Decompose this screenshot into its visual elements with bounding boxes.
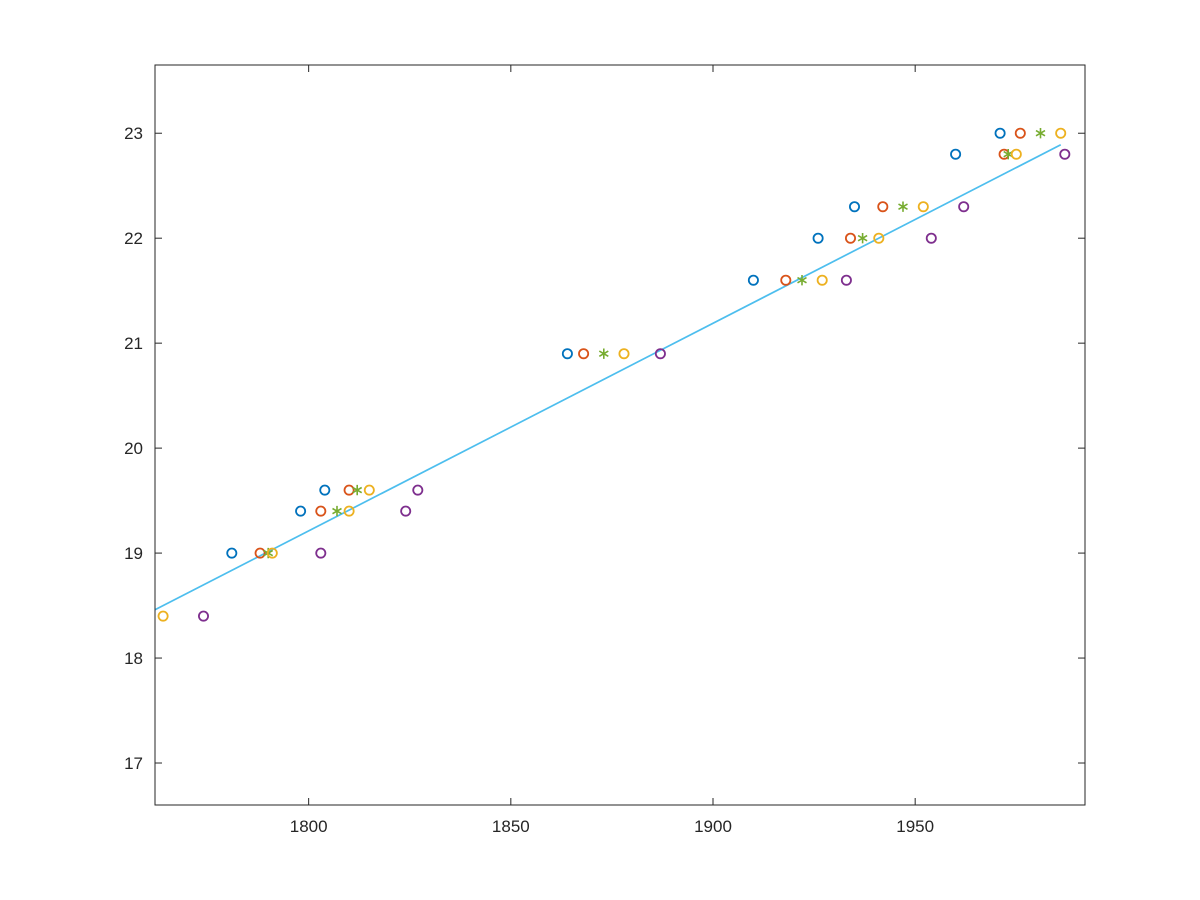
series-purple-circles-point	[197, 610, 209, 622]
series-purple-circles-point	[315, 547, 327, 559]
series-yellow-circles-point	[917, 201, 929, 213]
series-yellow-circles-point	[873, 232, 885, 244]
series-purple-circles-point	[925, 232, 937, 244]
x-axis-tick-label: 1800	[290, 817, 328, 836]
series-orange-circles-point	[254, 547, 266, 559]
series-purple-circles-point	[1059, 148, 1071, 160]
series-green-asterisks-point	[797, 275, 807, 286]
series-blue-circles-point	[561, 348, 573, 360]
y-axis-tick-label: 23	[124, 124, 143, 143]
series-blue-circles-point	[849, 201, 861, 213]
x-axis-tick-label: 1850	[492, 817, 530, 836]
series-blue-circles-point	[319, 484, 331, 496]
series-orange-circles-point	[315, 505, 327, 517]
series-yellow-circles-point	[1055, 127, 1067, 139]
series-blue-circles-point	[950, 148, 962, 160]
series-green-asterisks-point	[352, 484, 363, 496]
series-green-asterisks-point	[1035, 128, 1046, 139]
y-axis-tick-label: 18	[124, 649, 143, 668]
series-purple-circles-point	[412, 484, 424, 496]
y-axis-tick-label: 17	[124, 754, 143, 773]
series-blue-circles-point	[295, 505, 307, 517]
series-blue-circles-point	[747, 274, 759, 286]
series-purple-circles-point	[654, 348, 666, 360]
series-yellow-circles-point	[1010, 148, 1022, 160]
series-green-asterisks-point	[332, 505, 342, 517]
series-yellow-circles-point	[266, 547, 278, 559]
linear-fit-line	[154, 144, 1062, 611]
series-blue-circles-point	[994, 127, 1006, 139]
series-orange-circles-point	[578, 348, 590, 360]
series-yellow-circles-point	[618, 348, 630, 360]
series-purple-circles-point	[840, 274, 852, 286]
series-orange-circles-point	[780, 274, 792, 286]
y-axis-tick-label: 19	[124, 544, 143, 563]
series-green-asterisks-point	[857, 233, 868, 244]
series-yellow-circles-point	[157, 610, 169, 622]
series-yellow-circles-point	[816, 274, 828, 286]
plot-box	[154, 64, 1086, 806]
series-green-asterisks-point	[598, 348, 609, 359]
series-orange-circles-point	[845, 232, 857, 244]
series-green-asterisks-point	[898, 201, 908, 212]
series-blue-circles-point	[812, 232, 824, 244]
x-axis-tick-label: 1950	[896, 817, 934, 836]
y-axis-tick-label: 21	[124, 334, 143, 353]
series-orange-circles-point	[1014, 127, 1026, 139]
series-blue-circles-point	[226, 547, 238, 559]
x-axis-tick-label: 1900	[694, 817, 732, 836]
series-yellow-circles-point	[363, 484, 375, 496]
series-yellow-circles-point	[343, 505, 355, 517]
series-purple-circles-point	[400, 505, 412, 517]
y-axis-tick-label: 20	[124, 439, 143, 458]
series-orange-circles-point	[343, 484, 355, 496]
series-orange-circles-point	[877, 201, 889, 213]
y-axis-tick-label: 22	[124, 229, 143, 248]
series-purple-circles-point	[958, 201, 970, 213]
